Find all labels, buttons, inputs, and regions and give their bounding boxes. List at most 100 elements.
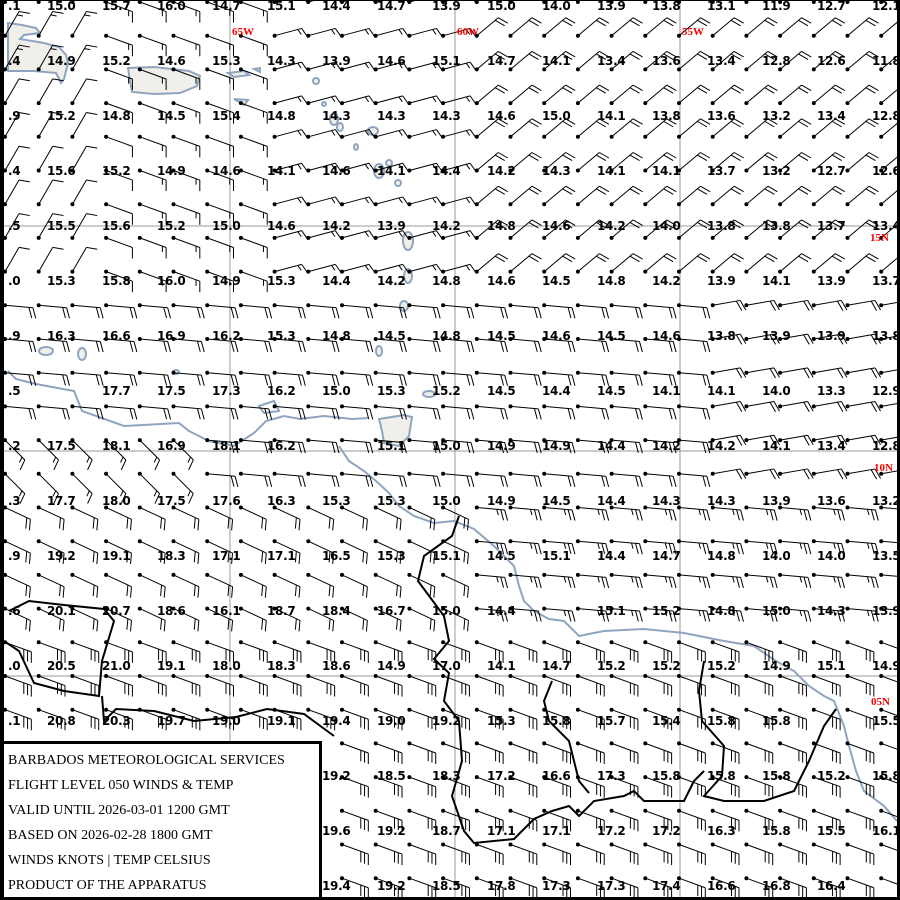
wind-barb (36, 246, 64, 274)
wind-barb (407, 95, 444, 106)
wind-barb (811, 606, 846, 622)
temp-label: 14.2 (487, 164, 516, 178)
wind-barb (474, 876, 504, 897)
wind-barb (643, 1, 648, 4)
wind-barb (879, 89, 897, 106)
wind-barb (677, 118, 711, 139)
wind-barb (609, 876, 639, 897)
temp-label: 14.8 (432, 274, 461, 288)
wind-barb (171, 1, 201, 23)
wind-barb (272, 303, 306, 319)
wind-barb (710, 876, 740, 897)
wind-barb (677, 337, 711, 353)
temp-label: 14.9 (542, 439, 571, 453)
wind-barb (205, 606, 234, 632)
wind-barb (575, 674, 605, 697)
wind-barb (542, 606, 576, 622)
wind-barb (70, 606, 99, 632)
temp-label: 12.6 (872, 164, 900, 178)
wind-barb (710, 707, 740, 731)
temp-label: 15.1 (817, 659, 846, 673)
product-legend-box: BARBADOS METEOROLOGICAL SERVICES FLIGHT … (4, 741, 322, 897)
wind-barb (238, 269, 268, 293)
wind-barb (677, 741, 706, 764)
wind-barb (677, 17, 711, 38)
wind-barb (171, 539, 200, 565)
wind-barb (238, 33, 268, 57)
wind-barb (4, 370, 37, 386)
wind-barb (508, 152, 542, 173)
wind-barb (4, 505, 31, 531)
wind-barb (36, 213, 64, 240)
temp-label: 15.1 (432, 549, 461, 563)
wind-barb (778, 84, 812, 106)
temp-label: 14.7 (212, 0, 241, 13)
wind-barb (575, 640, 605, 663)
wind-barb (575, 808, 605, 832)
temp-label: 14.5 (597, 384, 626, 398)
wind-barb (104, 337, 138, 353)
temp-label: 13.9 (432, 0, 461, 13)
wind-barb (4, 78, 30, 106)
wind-barb (575, 505, 610, 521)
label-55w: 55W (682, 26, 704, 38)
temp-label-edge: .0 (8, 659, 21, 673)
wind-barb (508, 303, 542, 319)
wind-barb (744, 707, 774, 731)
wind-barb (643, 775, 673, 798)
temp-label: 14.2 (432, 219, 461, 233)
wind-barb (474, 253, 509, 274)
wind-barb (677, 219, 711, 240)
wind-barb (879, 470, 897, 476)
wind-barb (542, 707, 572, 731)
wind-barb (407, 337, 441, 353)
temp-label: 16.3 (47, 329, 76, 343)
temp-label: 15.2 (102, 54, 131, 68)
wind-barb (70, 707, 100, 731)
wind-barb (778, 152, 812, 173)
wind-barb (373, 61, 410, 72)
wind-barb (205, 235, 235, 259)
wind-barb (677, 808, 706, 832)
wind-barb (778, 842, 807, 866)
temp-label: 13.3 (817, 384, 846, 398)
temp-label: 14.6 (212, 164, 241, 178)
wind-barb (575, 471, 610, 487)
wind-barb (879, 122, 897, 139)
wind-barb (238, 202, 268, 225)
temp-label: 17.5 (47, 439, 76, 453)
wind-barb (36, 112, 64, 139)
temp-label: 11.8 (872, 54, 900, 68)
temp-label: 14.2 (652, 274, 681, 288)
wind-barb (778, 775, 807, 798)
wind-barb (744, 876, 774, 897)
wind-barb (879, 741, 897, 750)
wind-barb (508, 185, 542, 207)
wind-barb (845, 253, 879, 274)
wind-barb (340, 438, 374, 454)
wind-barb (4, 44, 30, 72)
wind-barb (474, 471, 509, 487)
wind-barb (643, 84, 677, 106)
wind-barb (542, 572, 576, 589)
temp-label: 13.4 (707, 54, 736, 68)
wind-barb (272, 404, 306, 420)
wind-barb (710, 299, 747, 311)
wind-barb (238, 404, 273, 420)
temp-label: 13.4 (872, 219, 900, 233)
wind-barb (845, 674, 875, 697)
wind-barb (104, 404, 138, 420)
wind-barb (710, 775, 740, 798)
wind-barb (643, 808, 673, 832)
temp-label-edge: .1 (8, 714, 21, 728)
wind-barb (744, 640, 774, 663)
wind-barb (508, 370, 542, 386)
wind-barb (811, 333, 848, 345)
wind-barb (373, 263, 410, 274)
wind-barb (710, 17, 744, 38)
wind-barb (778, 50, 812, 72)
wind-barb (205, 303, 239, 319)
temp-label: 18.1 (102, 439, 131, 453)
temp-label: 14.8 (267, 109, 296, 123)
temp-label: 15.2 (652, 659, 681, 673)
